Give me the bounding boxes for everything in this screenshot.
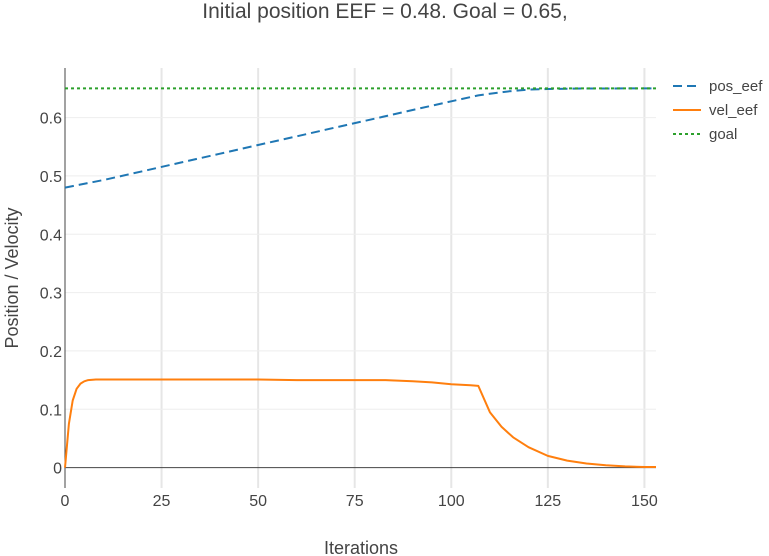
series-line-pos-eef (64, 87, 656, 189)
x-tick-label: 0 (61, 493, 70, 510)
x-tick-label: 75 (346, 493, 364, 510)
x-tick-label: 50 (249, 493, 267, 510)
chart-title: Initial position EEF = 0.48. Goal = 0.65… (202, 0, 567, 23)
legend-item-goal[interactable]: goal (673, 126, 737, 143)
y-tick-label: 0.6 (40, 111, 62, 128)
x-tick-label: 150 (631, 493, 658, 510)
series-line-vel-eef (64, 378, 656, 468)
y-tick-label: 0.1 (40, 402, 62, 419)
y-tick-label: 0.2 (40, 344, 62, 361)
grid (65, 68, 656, 488)
y-axis-title: Position / Velocity (2, 207, 22, 348)
axes (64, 68, 656, 488)
plot-area (64, 87, 656, 468)
legend-item-pos-eef[interactable]: pos_eef (673, 78, 763, 95)
legend-item-vel-eef[interactable]: vel_eef (673, 102, 758, 119)
tick-labels: 0 25 50 75 100 125 150 0 0.1 0.2 0.3 0.4 0.5 0.6 (40, 111, 658, 510)
x-tick-label: 100 (438, 493, 465, 510)
y-tick-label: 0.4 (40, 227, 62, 244)
y-tick-label: 0.5 (40, 169, 62, 186)
legend-label: vel_eef (709, 102, 758, 119)
legend-label: goal (709, 126, 737, 143)
legend-label: pos_eef (709, 78, 763, 95)
y-tick-label: 0 (53, 461, 62, 478)
x-axis-title: Iterations (324, 538, 398, 556)
x-tick-label: 25 (153, 493, 171, 510)
x-tick-label: 125 (534, 493, 561, 510)
y-tick-label: 0.3 (40, 286, 62, 303)
